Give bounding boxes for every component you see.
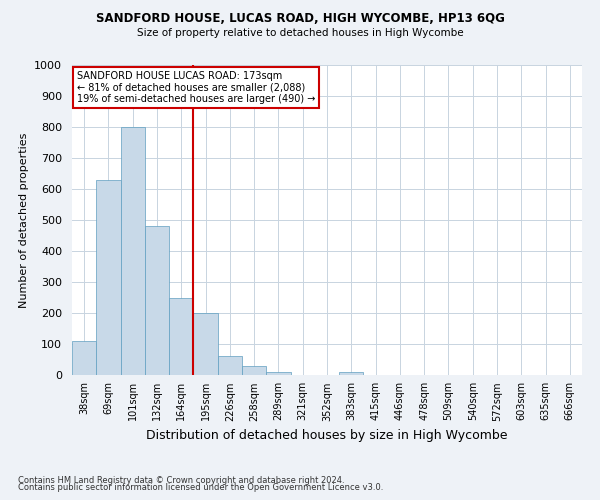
Bar xyxy=(72,341,96,375)
Text: SANDFORD HOUSE LUCAS ROAD: 173sqm
← 81% of detached houses are smaller (2,088)
1: SANDFORD HOUSE LUCAS ROAD: 173sqm ← 81% … xyxy=(77,71,316,104)
X-axis label: Distribution of detached houses by size in High Wycombe: Distribution of detached houses by size … xyxy=(146,429,508,442)
Bar xyxy=(339,372,364,375)
Bar xyxy=(169,298,193,375)
Bar xyxy=(96,180,121,375)
Y-axis label: Number of detached properties: Number of detached properties xyxy=(19,132,29,308)
Bar xyxy=(145,226,169,375)
Bar xyxy=(121,127,145,375)
Text: Size of property relative to detached houses in High Wycombe: Size of property relative to detached ho… xyxy=(137,28,463,38)
Bar xyxy=(218,356,242,375)
Bar xyxy=(193,313,218,375)
Bar xyxy=(242,366,266,375)
Text: Contains public sector information licensed under the Open Government Licence v3: Contains public sector information licen… xyxy=(18,484,383,492)
Text: Contains HM Land Registry data © Crown copyright and database right 2024.: Contains HM Land Registry data © Crown c… xyxy=(18,476,344,485)
Text: SANDFORD HOUSE, LUCAS ROAD, HIGH WYCOMBE, HP13 6QG: SANDFORD HOUSE, LUCAS ROAD, HIGH WYCOMBE… xyxy=(95,12,505,26)
Bar xyxy=(266,372,290,375)
